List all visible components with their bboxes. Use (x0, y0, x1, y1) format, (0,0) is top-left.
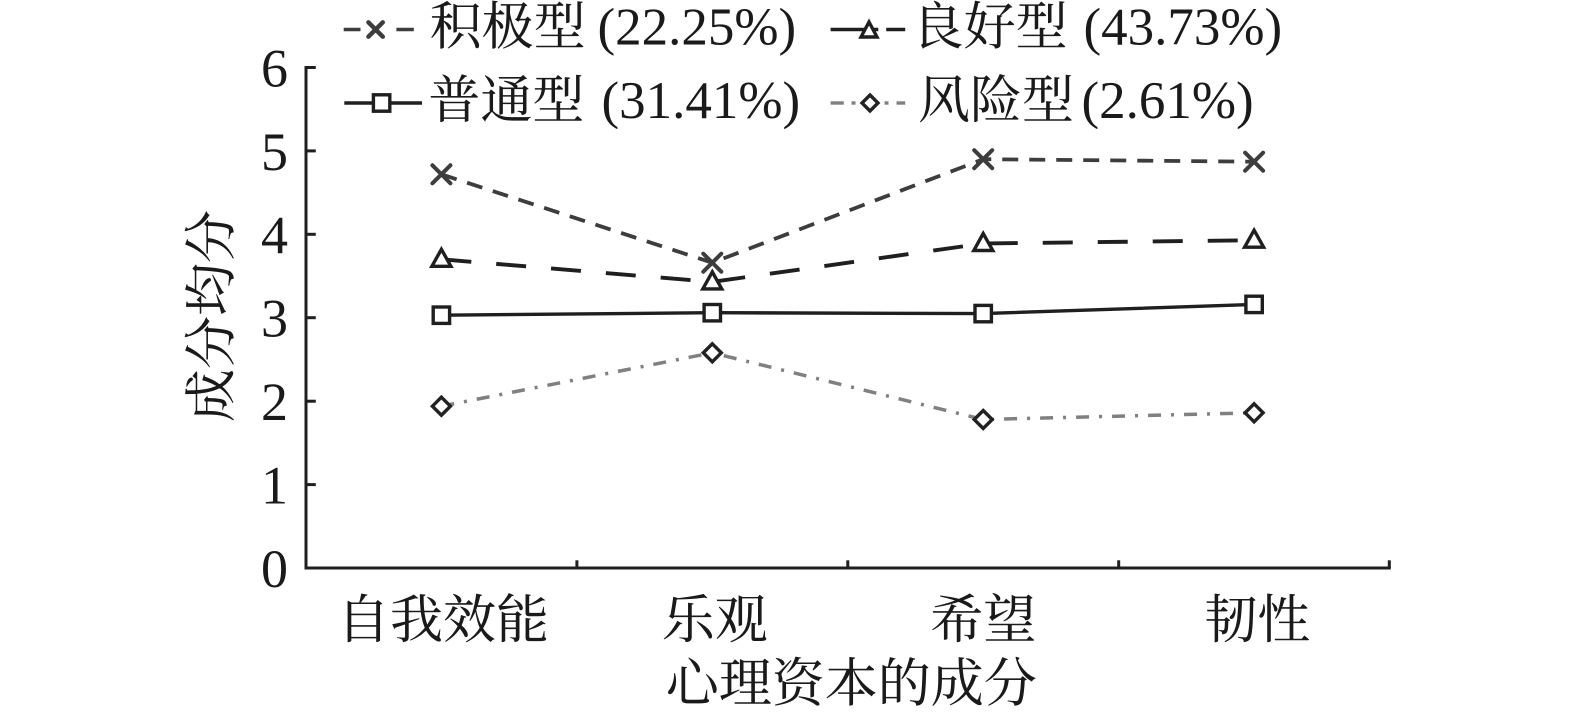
svg-text:(31.41%): (31.41%) (602, 72, 801, 130)
svg-text:5: 5 (261, 122, 288, 182)
svg-text:6: 6 (261, 39, 288, 99)
svg-text:(2.61%): (2.61%) (1082, 72, 1254, 130)
svg-text:2: 2 (261, 372, 288, 432)
svg-text:0: 0 (261, 539, 288, 599)
svg-text:4: 4 (261, 205, 288, 265)
svg-text:3: 3 (261, 289, 288, 349)
svg-text:(22.25%): (22.25%) (598, 0, 797, 57)
svg-text:(43.73%): (43.73%) (1084, 0, 1283, 57)
svg-text:1: 1 (261, 456, 288, 516)
